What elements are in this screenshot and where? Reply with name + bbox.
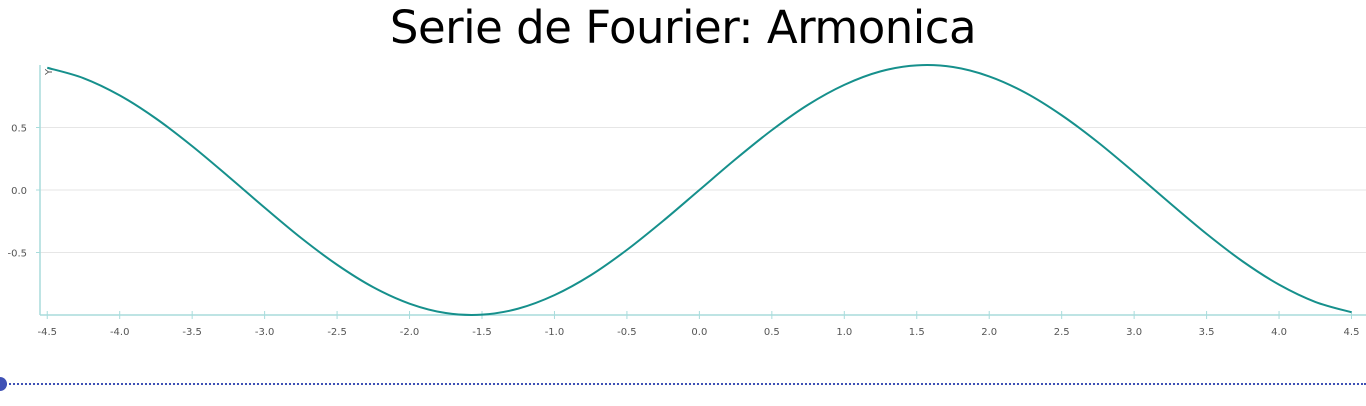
x-tick-label: -2.5 (327, 327, 347, 338)
x-tick-label: 2.0 (981, 327, 997, 338)
x-tick-label: -2.0 (400, 327, 420, 338)
x-tick-label: -3.0 (255, 327, 275, 338)
slider-handle[interactable] (0, 377, 7, 391)
axes (36, 65, 1366, 319)
x-tick-label: -1.5 (472, 327, 492, 338)
grid-lines (40, 127, 1366, 253)
harmonic-slider[interactable] (0, 374, 1366, 394)
y-axis-marker: Y (44, 68, 55, 76)
slider-track[interactable] (2, 383, 1366, 385)
fourier-chart: -0.5 0.0 0.5 Y -4.5 -4.0 -3.5 -3.0 -2.5 -2.0 -1.5 -… (7, 64, 1366, 338)
x-tick-label: 2.5 (1054, 327, 1070, 338)
x-tick-label: 3.0 (1126, 327, 1142, 338)
x-tick-label: 1.5 (909, 327, 925, 338)
tick-labels: -0.5 0.0 0.5 Y -4.5 -4.0 -3.5 -3.0 -2.5 -2.0 -1.5 -… (7, 68, 1359, 338)
y-tick-label: 0.0 (11, 186, 27, 197)
x-tick-label: -0.5 (617, 327, 637, 338)
x-tick-label: 0.0 (691, 327, 707, 338)
y-tick-label: 0.5 (11, 124, 27, 135)
x-tick-label: -4.0 (110, 327, 130, 338)
y-tick-label: -0.5 (7, 249, 27, 260)
x-tick-label: -4.5 (37, 327, 57, 338)
x-tick-label: -1.0 (545, 327, 565, 338)
x-tick-label: 4.0 (1271, 327, 1287, 338)
x-tick-label: 0.5 (764, 327, 780, 338)
chart-title: Serie de Fourier: Armonica (389, 1, 977, 54)
x-tick-label: 1.0 (836, 327, 852, 338)
x-tick-label: 4.5 (1344, 327, 1360, 338)
series-line (46, 64, 1352, 316)
x-tick-label: -3.5 (182, 327, 202, 338)
series-lines (46, 64, 1352, 316)
x-tick-label: 3.5 (1199, 327, 1215, 338)
